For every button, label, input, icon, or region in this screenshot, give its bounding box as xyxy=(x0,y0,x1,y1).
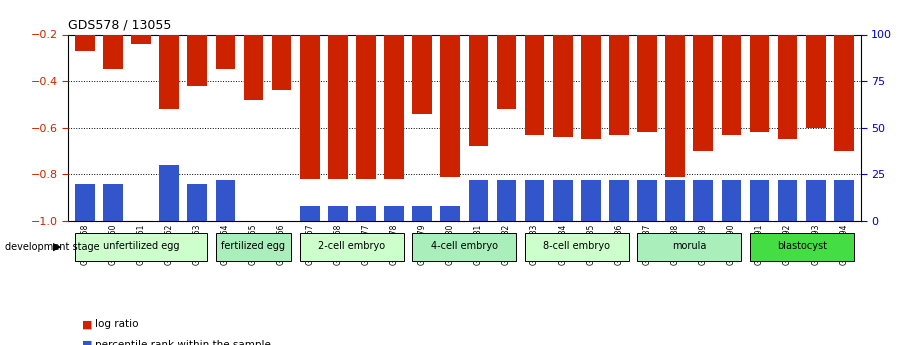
Text: ■: ■ xyxy=(82,319,92,329)
Bar xyxy=(356,206,376,221)
Bar xyxy=(216,233,292,261)
Bar xyxy=(103,0,123,69)
Bar xyxy=(412,0,432,114)
Bar xyxy=(300,0,320,179)
Text: 2-cell embryo: 2-cell embryo xyxy=(318,241,385,251)
Bar xyxy=(749,233,853,261)
Bar xyxy=(384,206,404,221)
Text: 4-cell embryo: 4-cell embryo xyxy=(431,241,497,251)
Bar xyxy=(553,0,573,137)
Bar xyxy=(440,206,460,221)
Bar xyxy=(468,180,488,221)
Bar xyxy=(609,180,629,221)
Text: fertilized egg: fertilized egg xyxy=(221,241,285,251)
Bar xyxy=(637,180,657,221)
Bar xyxy=(749,0,769,132)
Bar xyxy=(328,0,348,179)
Bar xyxy=(468,0,488,146)
Bar xyxy=(300,206,320,221)
Text: 8-cell embryo: 8-cell embryo xyxy=(544,241,611,251)
Bar xyxy=(356,0,376,179)
Text: ■: ■ xyxy=(82,340,92,345)
Bar xyxy=(75,184,94,221)
Bar xyxy=(159,0,179,109)
Bar xyxy=(131,0,151,44)
Bar xyxy=(721,180,741,221)
Bar xyxy=(834,180,853,221)
Bar xyxy=(553,180,573,221)
Bar xyxy=(216,0,236,69)
Bar xyxy=(440,0,460,177)
Bar xyxy=(188,184,207,221)
Text: development stage: development stage xyxy=(5,242,99,252)
Bar xyxy=(216,180,236,221)
Bar xyxy=(805,180,825,221)
Text: unfertilized egg: unfertilized egg xyxy=(102,241,179,251)
Bar xyxy=(75,0,94,51)
Bar xyxy=(637,0,657,132)
Bar xyxy=(581,0,601,139)
Bar xyxy=(272,0,292,90)
Bar xyxy=(693,0,713,151)
Bar xyxy=(384,0,404,179)
Bar xyxy=(777,180,797,221)
Bar xyxy=(693,180,713,221)
Bar xyxy=(496,0,516,109)
Bar xyxy=(300,233,404,261)
Bar xyxy=(525,0,545,135)
Text: log ratio: log ratio xyxy=(95,319,139,329)
Bar xyxy=(496,180,516,221)
Bar xyxy=(637,233,741,261)
Bar xyxy=(328,206,348,221)
Text: GDS578 / 13055: GDS578 / 13055 xyxy=(68,19,171,32)
Bar xyxy=(103,184,123,221)
Bar xyxy=(721,0,741,135)
Bar xyxy=(777,0,797,139)
Bar xyxy=(525,180,545,221)
Bar xyxy=(188,0,207,86)
Bar xyxy=(75,233,207,261)
Bar xyxy=(665,180,685,221)
Bar xyxy=(581,180,601,221)
Text: morula: morula xyxy=(672,241,707,251)
Text: ▶: ▶ xyxy=(53,242,62,252)
Bar xyxy=(159,165,179,221)
Bar xyxy=(412,206,432,221)
Bar xyxy=(609,0,629,135)
Bar xyxy=(749,180,769,221)
Bar xyxy=(834,0,853,151)
Bar xyxy=(244,0,264,100)
Text: blastocyst: blastocyst xyxy=(776,241,826,251)
Bar xyxy=(525,233,629,261)
Bar xyxy=(805,0,825,128)
Text: percentile rank within the sample: percentile rank within the sample xyxy=(95,340,271,345)
Bar xyxy=(412,233,516,261)
Bar xyxy=(665,0,685,177)
